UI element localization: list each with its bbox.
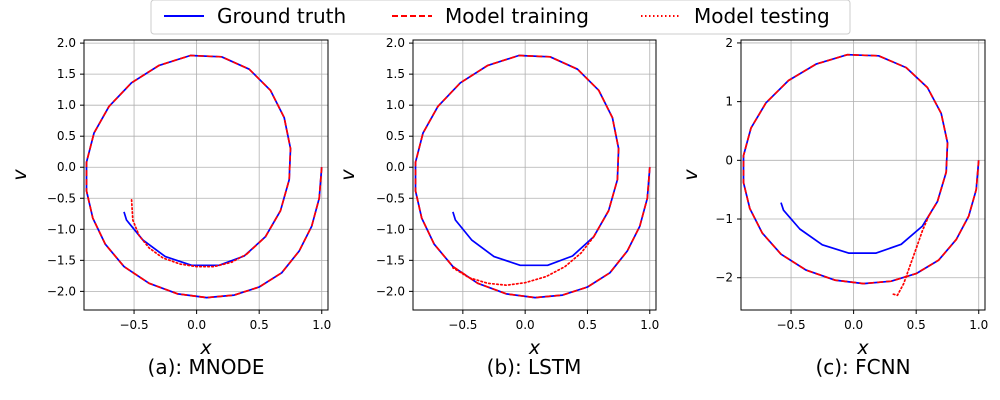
y-tick-label: 0.5 [386, 129, 405, 143]
y-axis-label: v [337, 169, 359, 181]
series-model-testing [130, 197, 248, 268]
legend-label-1: Model training [445, 4, 589, 28]
x-tick-label: 0.5 [250, 318, 269, 332]
y-tick-label: −2.0 [376, 284, 405, 298]
y-tick-label: −1.5 [376, 253, 405, 267]
y-tick-label: 2.0 [386, 36, 405, 50]
x-tick-label: 0.0 [844, 318, 863, 332]
x-tick-label: 0.5 [907, 318, 926, 332]
y-tick-label: 0.0 [386, 160, 405, 174]
x-axis-label: x [856, 337, 869, 359]
series-model-training [85, 54, 323, 299]
series-model-training [414, 54, 651, 299]
series-model-testing [452, 235, 595, 287]
plot-frame [83, 39, 329, 311]
y-tick-label: 0 [725, 153, 733, 167]
y-tick-label: −2.0 [47, 284, 76, 298]
series-ground-truth [414, 54, 651, 299]
x-tick-label: 0.0 [516, 318, 535, 332]
panel-1: −0.5 0.0 0.5 1.0 −2.0 −1.5 −1.0 −0.5 0.0 0.5 1.0 1.… [337, 36, 659, 379]
legend: Ground truth Model training Model testing [150, 0, 851, 35]
y-tick-label: 0.5 [57, 129, 76, 143]
x-tick-label: 1.0 [312, 318, 331, 332]
legend-label-2: Model testing [694, 4, 830, 28]
legend-frame [150, 0, 851, 35]
series-model-training [742, 53, 980, 285]
panels: −0.5 0.0 0.5 1.0 −2.0 −1.5 −1.0 −0.5 0.0 0.5 1.0 1.… [9, 36, 988, 379]
y-tick-label: −1.5 [47, 253, 76, 267]
plot-frame [740, 39, 986, 311]
x-tick-label: 0.0 [187, 318, 206, 332]
y-axis-label: v [9, 169, 31, 181]
y-tick-label: 1.5 [57, 67, 76, 81]
y-tick-label: −1 [715, 212, 733, 226]
x-tick-label: −0.5 [776, 318, 805, 332]
x-tick-label: −0.5 [448, 318, 477, 332]
x-tick-label: −0.5 [119, 318, 148, 332]
legend-label-0: Ground truth [217, 4, 346, 28]
y-tick-label: 1.0 [57, 98, 76, 112]
x-tick-label: 1.0 [640, 318, 659, 332]
x-tick-label: 1.0 [969, 318, 988, 332]
x-axis-label: x [199, 337, 212, 359]
y-tick-label: −1.0 [376, 222, 405, 236]
y-axis-label: v [680, 169, 702, 181]
y-tick-label: 1 [725, 95, 733, 109]
y-tick-label: −0.5 [47, 191, 76, 205]
series-ground-truth [742, 53, 980, 285]
plot-frame [412, 39, 657, 311]
y-tick-label: −1.0 [47, 222, 76, 236]
panel-caption: (c): FCNN [815, 355, 910, 379]
y-tick-label: 0.0 [57, 160, 76, 174]
panel-caption: (a): MNODE [148, 355, 265, 379]
panel-caption: (b): LSTM [487, 355, 582, 379]
x-axis-label: x [528, 337, 541, 359]
panel-2: −0.5 0.0 0.5 1.0 −2 −1 0 1 2 x v (c): FCNN [680, 36, 988, 379]
y-tick-label: 2 [725, 36, 733, 50]
y-tick-label: 2.0 [57, 36, 76, 50]
panel-0: −0.5 0.0 0.5 1.0 −2.0 −1.5 −1.0 −0.5 0.0 0.5 1.0 1.… [9, 36, 331, 379]
y-tick-label: −0.5 [376, 191, 405, 205]
y-tick-label: 1.5 [386, 67, 405, 81]
x-tick-label: 0.5 [578, 318, 597, 332]
series-model-testing [890, 215, 930, 297]
y-tick-label: −2 [715, 271, 733, 285]
y-tick-label: 1.0 [386, 98, 405, 112]
